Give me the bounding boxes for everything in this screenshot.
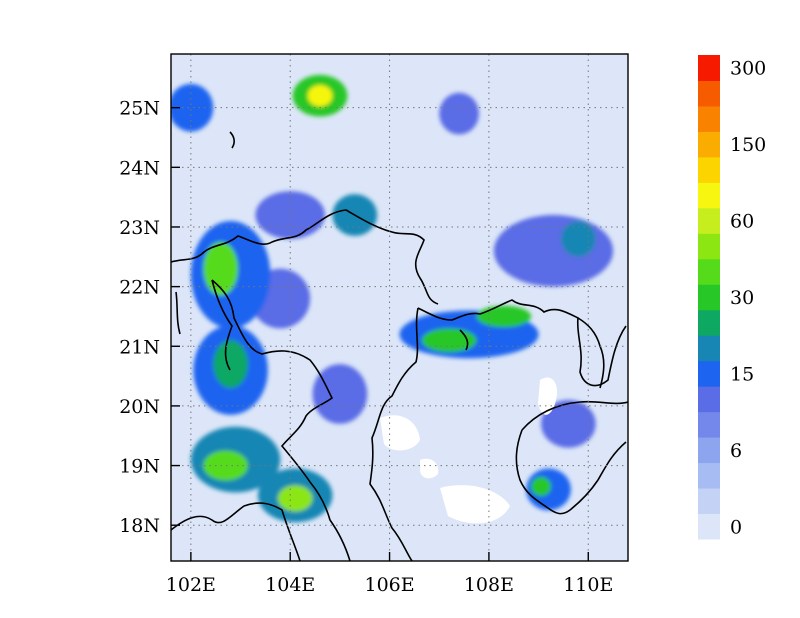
y-tick-label: 24N: [119, 157, 160, 179]
border-laos-china: [211, 279, 233, 371]
x-axis-ticks: 102E 104E 106E 108E 110E: [166, 552, 613, 596]
precip-region: [255, 191, 325, 239]
x-tick-label: 102E: [166, 574, 216, 596]
island-mark-a: [229, 131, 235, 149]
precip-region: [476, 305, 532, 328]
y-tick-label: 19N: [119, 456, 160, 478]
colorbar-swatch: [698, 462, 720, 489]
y-tick-label: 25N: [119, 98, 160, 120]
colorbar-swatch: [698, 105, 720, 132]
colorbar-swatch: [698, 207, 720, 234]
colorbar-label: 30: [730, 287, 754, 309]
colorbar-label: 300: [730, 58, 766, 80]
coastline-vietnam-china: [369, 299, 627, 561]
plot-frame: [170, 53, 629, 562]
no-data-patches: [380, 377, 558, 524]
colorbar-swatch: [698, 335, 720, 362]
border-thailand-laos: [171, 502, 301, 561]
precip-region: [493, 215, 614, 287]
no-data-south-patch: [440, 485, 510, 524]
colorbar-swatch: [698, 156, 720, 183]
island-mark-c: [459, 329, 469, 351]
no-data-east-patch: [538, 377, 558, 415]
border-vietnam-china: [171, 209, 439, 305]
precip-region: [203, 450, 248, 481]
precip-region: [213, 340, 248, 389]
colorbar-swatch: [698, 233, 720, 260]
colorbar-swatch: [698, 513, 720, 540]
precip-region: [439, 92, 479, 135]
colorbar-label: 150: [730, 134, 766, 156]
precip-region: [541, 399, 596, 448]
x-tick-label: 110E: [563, 574, 613, 596]
x-tick-label: 106E: [364, 574, 414, 596]
precip-region: [171, 83, 214, 132]
precip-contour-layer: [171, 74, 614, 523]
colorbar-swatch: [698, 258, 720, 285]
precip-field: [171, 74, 614, 524]
no-data-coast-patch: [420, 458, 439, 479]
colorbar-label: 15: [730, 363, 754, 385]
colorbar-swatch: [698, 386, 720, 413]
graticule: [171, 54, 628, 561]
colorbar-label: 0: [730, 516, 742, 538]
x-tick-label: 108E: [464, 574, 514, 596]
precip-region: [307, 85, 333, 107]
y-axis-ticks: 18N 19N 20N 21N 22N 23N 24N 25N: [119, 98, 180, 537]
colorbar-swatch: [698, 284, 720, 311]
colorbar-label: 60: [730, 211, 754, 233]
y-tick-label: 23N: [119, 217, 160, 239]
map-plot: 102E 104E 106E 108E 110E 18N 19N 20N 21N 22N 23N 2…: [119, 53, 629, 596]
colorbar-swatch: [698, 182, 720, 209]
colorbar-swatch: [698, 488, 720, 515]
colorbar-swatch: [698, 437, 720, 464]
y-tick-label: 21N: [119, 336, 160, 358]
precip-region: [312, 364, 368, 424]
precip-region: [277, 485, 313, 512]
y-tick-label: 20N: [119, 396, 160, 418]
hainan-island: [515, 400, 628, 515]
y-tick-label: 22N: [119, 277, 160, 299]
colorbar-label: 6: [730, 440, 742, 462]
no-data-gulf-patch: [380, 415, 420, 451]
colorbar-swatch: [698, 55, 720, 81]
precip-region: [531, 476, 552, 496]
x-tick-label: 104E: [265, 574, 315, 596]
colorbar-swatch: [698, 309, 720, 336]
coastlines-borders: [171, 131, 628, 561]
y-tick-label: 18N: [119, 515, 160, 537]
colorbar-swatch: [698, 80, 720, 107]
colorbar: 0 6 15 30 60 150 300: [698, 55, 766, 540]
colorbar-swatch: [698, 360, 720, 387]
colorbar-swatch: [698, 411, 720, 438]
colorbar-swatch: [698, 131, 720, 158]
precip-region: [560, 221, 596, 257]
precip-region: [421, 328, 477, 353]
island-mark-b: [175, 291, 181, 335]
border-laos-vietnam: [211, 279, 351, 561]
